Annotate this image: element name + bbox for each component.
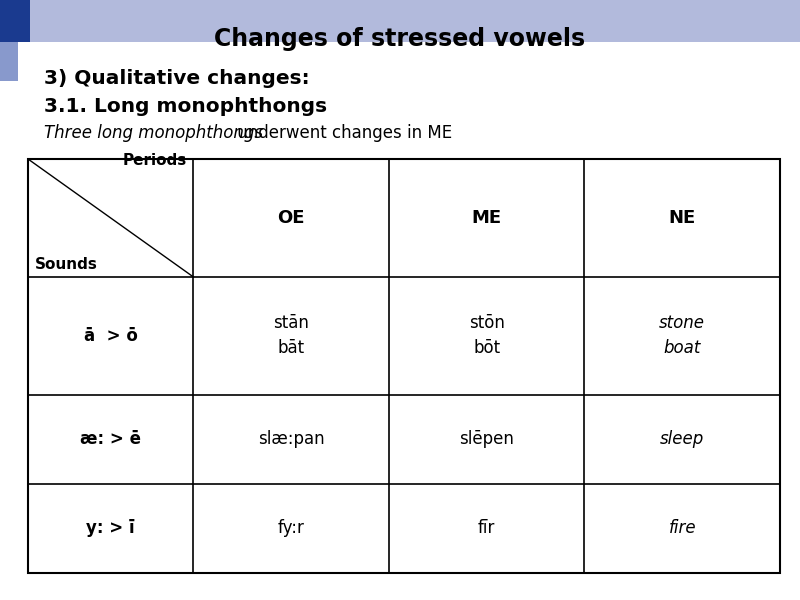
Text: stone
boat: stone boat [659,314,706,358]
Text: Periods: Periods [122,153,187,168]
Text: y: > ī: y: > ī [86,520,135,538]
Text: 3.1. Long monophthongs: 3.1. Long monophthongs [44,97,327,116]
Text: stān
bāt: stān bāt [274,314,309,358]
Text: Sounds: Sounds [34,257,98,272]
Text: fy:r: fy:r [278,520,305,538]
Text: æ: > ē: æ: > ē [80,430,142,448]
Text: fire: fire [669,520,696,538]
Text: stōn
bōt: stōn bōt [469,314,505,358]
Text: OE: OE [278,209,305,227]
Text: Three long monophthongs: Three long monophthongs [44,124,263,142]
Text: underwent changes in ME: underwent changes in ME [232,124,452,142]
Text: slæ:pan: slæ:pan [258,430,325,448]
Text: ā  > ō: ā > ō [84,327,138,345]
Text: sleep: sleep [660,430,704,448]
Text: 3) Qualitative changes:: 3) Qualitative changes: [44,69,310,88]
Text: ME: ME [472,209,502,227]
Text: NE: NE [669,209,696,227]
Text: slēpen: slēpen [459,430,514,448]
Text: Changes of stressed vowels: Changes of stressed vowels [214,27,586,51]
Text: fīr: fīr [478,520,495,538]
